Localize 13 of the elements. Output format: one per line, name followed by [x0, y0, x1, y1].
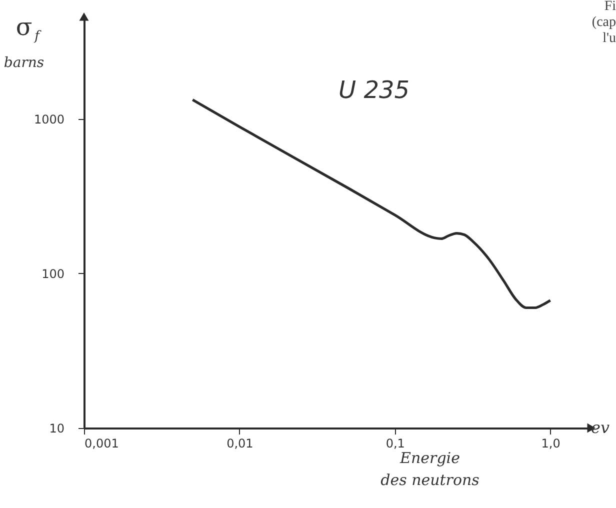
y-tick-label: 1000: [34, 112, 64, 126]
x-tick-label: 1,0: [541, 436, 560, 450]
text: l'u: [602, 31, 616, 46]
x-axis-title: Energie des neutrons: [380, 449, 480, 489]
text: Fi: [604, 0, 616, 14]
y-tick-label: 10: [49, 422, 64, 436]
text: (cap: [592, 15, 616, 30]
x-tick-label: 0,1: [386, 436, 405, 450]
y-tick-label: 100: [42, 266, 64, 281]
text: U 235: [338, 76, 410, 104]
text: ev: [591, 418, 610, 437]
x-tick-label: 0,001: [84, 436, 119, 450]
x-tick-label: 0,01: [226, 436, 254, 450]
